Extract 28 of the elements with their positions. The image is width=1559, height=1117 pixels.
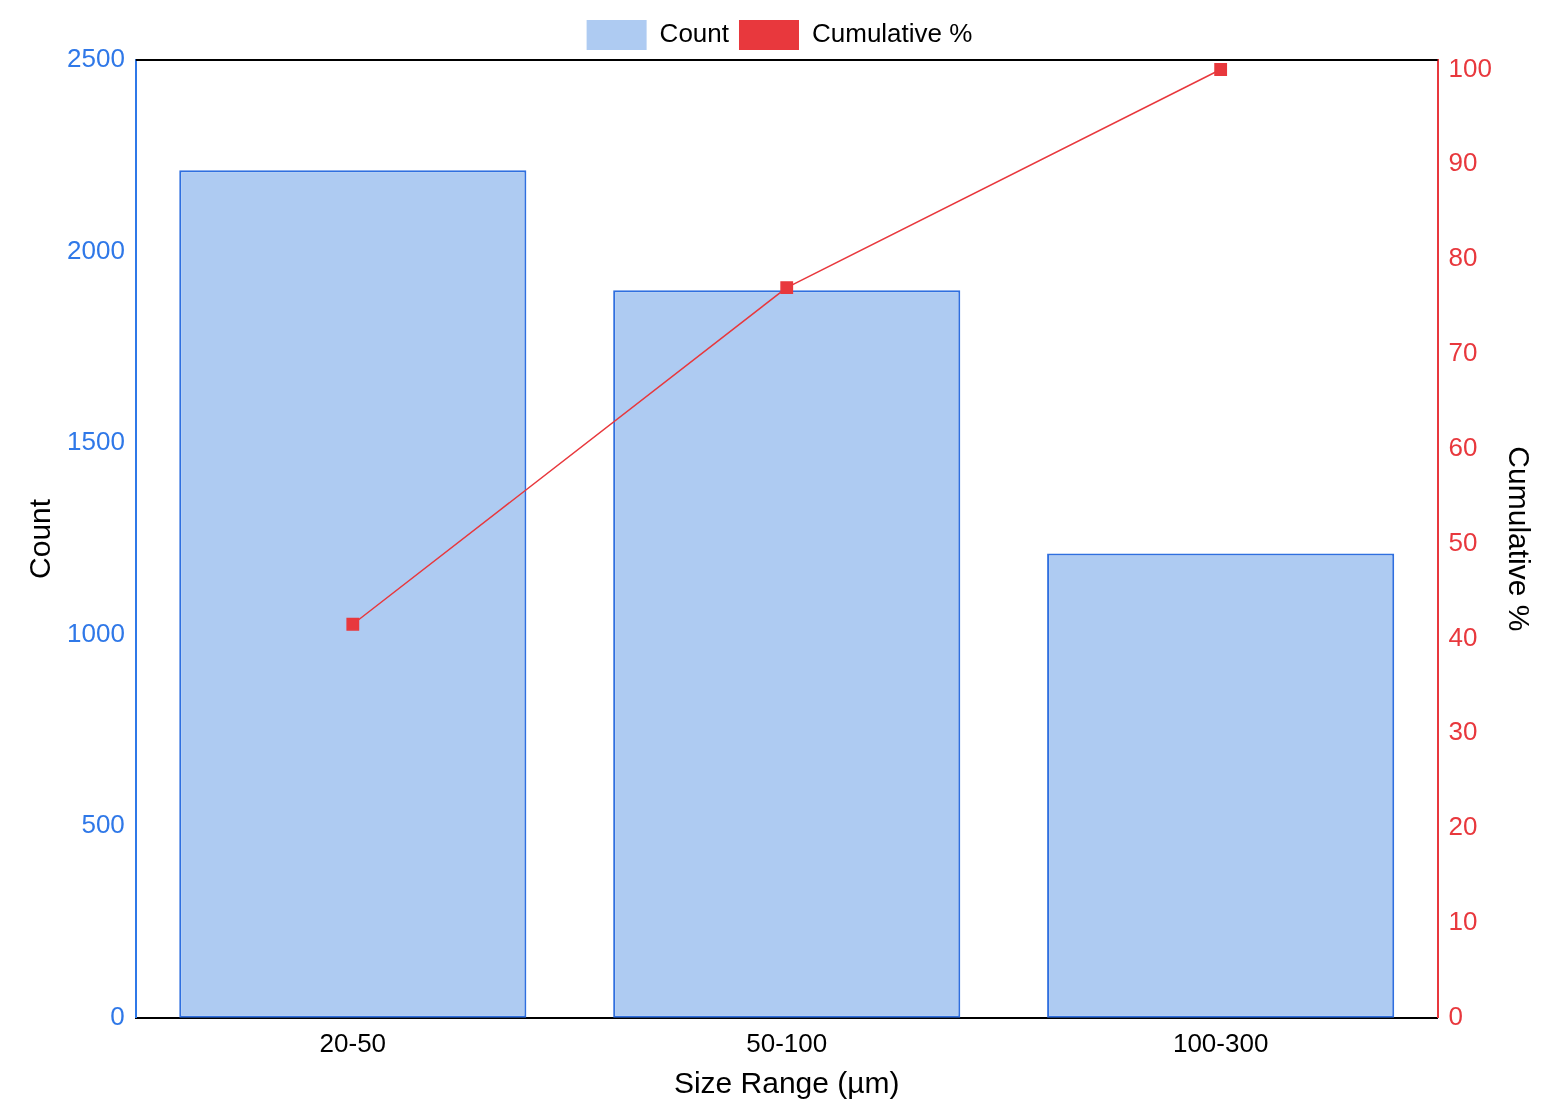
y2-tick-label: 20 xyxy=(1448,811,1478,842)
y2-tick-label: 80 xyxy=(1448,242,1478,273)
x-axis-title: Size Range (µm) xyxy=(673,1066,900,1100)
y-tick-label: 2500 xyxy=(67,43,125,74)
y2-tick-label: 100 xyxy=(1448,52,1493,83)
y-tick-label: 0 xyxy=(110,1000,125,1031)
y2-tick-label: 90 xyxy=(1448,147,1478,178)
y-tick-label: 500 xyxy=(81,809,125,840)
point xyxy=(780,281,794,294)
y-axis-title: Count xyxy=(23,498,57,579)
y2-tick-label: 10 xyxy=(1448,906,1478,937)
y2-tick-label: 30 xyxy=(1448,716,1478,747)
y2-tick-label: 50 xyxy=(1448,526,1478,557)
y-tick-label: 1500 xyxy=(67,426,125,457)
y2-tick-label: 40 xyxy=(1448,621,1478,652)
y-tick-label: 2000 xyxy=(67,234,125,265)
x-tick-label: 100-300 xyxy=(1172,1027,1269,1058)
point xyxy=(1214,63,1228,76)
legend-label: Cumulative % xyxy=(811,18,973,49)
y2-axis-title: Cumulative % xyxy=(1502,446,1536,632)
point xyxy=(346,617,360,631)
x-tick-label: 50-100 xyxy=(746,1027,828,1058)
y2-tick-label: 0 xyxy=(1448,1000,1464,1031)
legend-label: Count xyxy=(659,18,730,49)
y2-tick-label: 70 xyxy=(1448,337,1478,368)
y2-tick-label: 60 xyxy=(1448,431,1478,462)
y-tick-label: 1000 xyxy=(67,617,125,648)
x-tick-label: 20-50 xyxy=(319,1027,387,1058)
